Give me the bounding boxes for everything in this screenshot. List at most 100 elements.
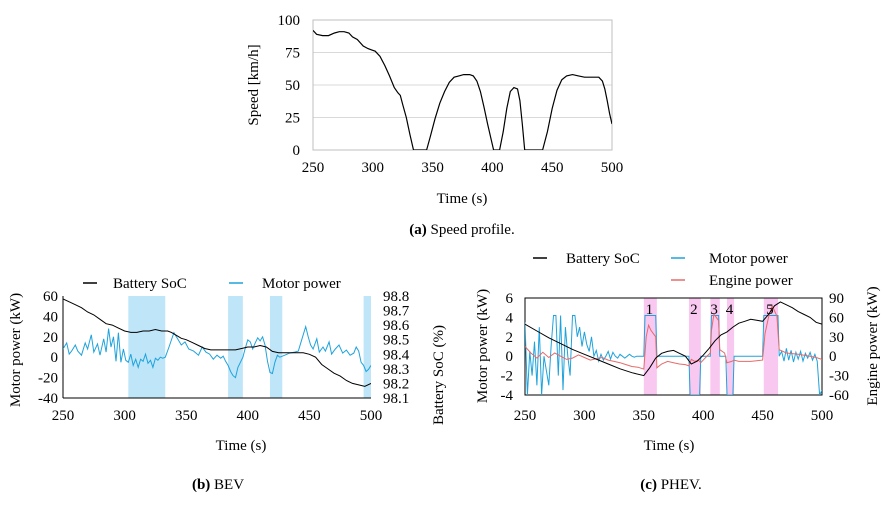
- chart-c-x-tick-0: 250: [514, 408, 537, 424]
- chart-b-y-tick-right-5: 98.6: [383, 318, 410, 334]
- chart-c-y-tick-labels-right: -60 -30 0 30 60 90: [829, 291, 849, 404]
- chart-b-y-axis-label-right: Battery SoC (%): [431, 325, 447, 425]
- chart-c-annotation-3: 4: [726, 302, 734, 318]
- chart-a-y-tick-0: 0: [293, 143, 301, 159]
- chart-c-legend: Battery SoC Motor power Engine power: [533, 251, 793, 289]
- chart-c-shade-2: [710, 298, 720, 395]
- chart-b-x-tick-3: 400: [237, 408, 260, 424]
- chart-a-y-tick-3: 75: [285, 46, 300, 62]
- chart-c-legend-engine-label: Engine power: [709, 273, 793, 289]
- chart-c-y-axis-label-left: Motor power (kW): [475, 289, 491, 403]
- chart-c-y-axis-label-right: Engine power (kW): [865, 286, 881, 405]
- chart-a-caption-label: (a): [409, 222, 427, 238]
- chart-b-y-tick-5: 60: [43, 289, 58, 305]
- chart-c-annotation-2: 3: [710, 302, 718, 318]
- chart-a-y-tick-4: 100: [278, 13, 301, 29]
- chart-b-caption: (b) BEV: [192, 477, 244, 493]
- chart-c-x-tick-labels: 250 300 350 400 450 500: [514, 408, 834, 424]
- chart-b-y-axis-label-left: Motor power (kW): [8, 293, 24, 407]
- chart-b-shade-3: [363, 296, 371, 398]
- chart-c-y-tick-right-3: 30: [829, 330, 844, 346]
- chart-c-shade-3: [726, 298, 735, 395]
- chart-a-x-axis-label: Time (s): [437, 191, 488, 207]
- chart-b-y-tick-right-2: 98.3: [383, 362, 409, 378]
- chart-b-legend: Battery SoC Motor power: [83, 276, 341, 292]
- chart-b-x-tick-5: 500: [360, 408, 383, 424]
- chart-c-y-tick-2: 0: [506, 349, 514, 365]
- chart-c-y-tick-right-2: 0: [829, 349, 837, 365]
- chart-a-series-layer: [313, 29, 612, 150]
- chart-b-y-tick-3: 20: [43, 330, 58, 346]
- chart-c-y-tick-3: 2: [506, 330, 514, 346]
- chart-a-y-tick-1: 25: [285, 111, 300, 127]
- chart-a-caption-text: Speed profile.: [427, 222, 515, 238]
- chart-b-battery-soc-line: [63, 298, 371, 387]
- chart-b-y-tick-0: -40: [38, 391, 58, 407]
- chart-a-x-tick-0: 250: [302, 160, 325, 176]
- chart-a-caption: (a) Speed profile.: [409, 222, 514, 238]
- chart-b-x-tick-4: 450: [298, 408, 321, 424]
- chart-b-motor-power-line: [63, 324, 371, 379]
- chart-c-legend-motor-label: Motor power: [709, 251, 788, 267]
- chart-b-x-tick-0: 250: [52, 408, 75, 424]
- chart-b-shade-2: [269, 296, 283, 398]
- chart-b-x-axis-label: Time (s): [216, 438, 267, 454]
- chart-a-x-tick-5: 500: [601, 160, 624, 176]
- chart-a-plot-frame: [312, 19, 613, 151]
- chart-c-x-axis-label: Time (s): [644, 438, 695, 454]
- chart-c-x-tick-1: 300: [573, 408, 596, 424]
- chart-c-y-tick-1: -2: [501, 369, 514, 385]
- chart-b-legend-motor-label: Motor power: [262, 276, 341, 292]
- chart-b-caption-label: (b): [192, 477, 210, 493]
- chart-c-x-tick-2: 350: [633, 408, 656, 424]
- chart-a-x-tick-1: 300: [362, 160, 385, 176]
- chart-b-y-tick-right-7: 98.8: [383, 289, 409, 305]
- chart-c-caption-label: (c): [640, 477, 657, 493]
- chart-c-legend-soc-label: Battery SoC: [566, 251, 640, 267]
- chart-c-y-tick-5: 6: [506, 291, 514, 307]
- chart-a-y-tick-labels: 0 25 50 75 100: [278, 13, 301, 159]
- chart-c-y-tick-labels-left: -4 -2 0 2 4 6: [501, 291, 514, 404]
- chart-b-y-tick-2: 0: [51, 350, 59, 366]
- chart-b-y-tick-right-3: 98.4: [383, 347, 410, 363]
- chart-c-y-tick-4: 4: [506, 310, 514, 326]
- chart-c-x-tick-4: 450: [751, 408, 774, 424]
- chart-a-y-axis-label: Speed [km/h]: [246, 44, 262, 125]
- chart-a-x-tick-4: 450: [541, 160, 564, 176]
- chart-c-y-tick-right-1: -30: [829, 369, 849, 385]
- chart-a-x-tick-labels: 250 300 350 400 450 500: [302, 160, 624, 176]
- chart-c-shade-1: [688, 298, 701, 395]
- chart-b-y-tick-right-1: 98.2: [383, 376, 409, 392]
- chart-a-x-tick-2: 350: [421, 160, 444, 176]
- chart-b-shade-1: [228, 296, 243, 398]
- chart-c-annotation-4: 5: [766, 302, 774, 318]
- chart-c-annotation-0: 1: [646, 302, 654, 318]
- chart-a-speed: 250 300 350 400 450 500 0 25 50 75 100 Time (s) S…: [246, 13, 623, 238]
- chart-b-legend-soc-label: Battery SoC: [113, 276, 187, 292]
- chart-b-x-tick-labels: 250 300 350 400 450 500: [52, 408, 383, 424]
- chart-c-y-tick-0: -4: [501, 388, 514, 404]
- chart-b-y-tick-labels-right: 98.198.298.398.498.598.698.798.8: [383, 289, 410, 407]
- chart-c-series-layer: [525, 301, 822, 395]
- chart-b-y-tick-4: 40: [43, 309, 58, 325]
- chart-a-speed-line: [313, 29, 612, 150]
- chart-b-series-layer: [63, 298, 371, 387]
- chart-b-shaded-regions: [128, 296, 371, 398]
- chart-b-y-tick-labels-left: -40 -20 0 20 40 60: [38, 289, 58, 407]
- chart-b-y-tick-right-0: 98.1: [383, 391, 409, 407]
- chart-c-caption: (c) PHEV.: [640, 477, 701, 493]
- chart-c-x-tick-5: 500: [811, 408, 834, 424]
- chart-c-caption-text: PHEV.: [657, 477, 702, 493]
- chart-b-x-tick-1: 300: [113, 408, 136, 424]
- chart-c-y-tick-right-4: 60: [829, 310, 844, 326]
- chart-c-battery-soc-line: [525, 301, 822, 377]
- chart-c-y-tick-right-0: -60: [829, 388, 849, 404]
- chart-c-engine-power-line: [525, 304, 822, 370]
- chart-b-y-tick-right-6: 98.7: [383, 304, 410, 320]
- chart-b-shade-0: [128, 296, 166, 398]
- chart-c-annotation-1: 2: [690, 302, 698, 318]
